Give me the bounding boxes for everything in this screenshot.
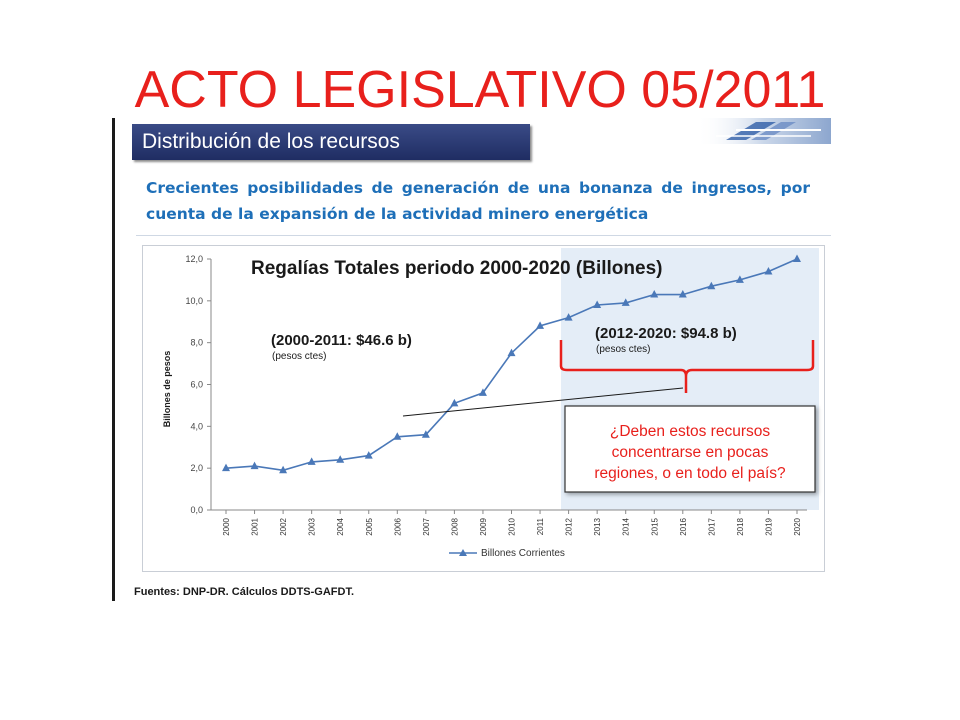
- period1-sub: (pesos ctes): [272, 351, 326, 362]
- y-tick-label: 0,0: [190, 505, 203, 515]
- data-point-2009: [478, 388, 487, 396]
- section-bar-label: Distribución de los recursos: [142, 130, 400, 153]
- legend: Billones Corrientes: [449, 548, 565, 559]
- logo-graphic-icon: [696, 118, 831, 144]
- data-point-2004: [336, 455, 345, 463]
- data-point-2016: [678, 290, 687, 298]
- data-point-2005: [364, 451, 373, 459]
- left-rule: [112, 118, 115, 601]
- data-point-2018: [735, 275, 744, 283]
- x-tick-label: 2014: [622, 517, 631, 535]
- series-marks: [222, 254, 801, 474]
- data-point-2015: [650, 290, 659, 298]
- data-point-2019: [764, 267, 773, 275]
- x-tick-label: 2009: [479, 517, 488, 535]
- y-tick-label: 6,0: [190, 380, 203, 390]
- x-tick-label: 2002: [279, 517, 288, 535]
- y-tick-label: 2,0: [190, 463, 203, 473]
- x-tick-label: 2015: [650, 517, 659, 535]
- x-tick-label: 2010: [508, 517, 517, 535]
- x-tick-label: 2008: [450, 517, 459, 535]
- x-tick-label: 2000: [222, 517, 231, 535]
- legend-label: Billones Corrientes: [481, 548, 565, 559]
- legend-marker-icon: [459, 549, 467, 556]
- period2-label: (2012-2020: $94.8 b): [595, 325, 737, 342]
- x-tick-label: 2007: [422, 517, 431, 535]
- y-axis-label: Billones de pesos: [162, 351, 172, 428]
- regalias-line-chart: 0,0 2,0 4,0 6,0 8,0 10,0 12,0 2000 2001 2002 2003 2…: [162, 248, 819, 559]
- question-line-1: ¿Deben estos recursos: [610, 423, 770, 440]
- source-note: Fuentes: DNP-DR. Cálculos DDTS-GAFDT.: [134, 586, 355, 598]
- x-tick-label: 2020: [793, 517, 802, 535]
- divider: [136, 235, 831, 236]
- chart-axes: 0,0 2,0 4,0 6,0 8,0 10,0 12,0 2000 2001 2002 2003 2…: [185, 254, 807, 536]
- x-tick-label: 2004: [336, 517, 345, 535]
- x-tick-label: 2016: [679, 517, 688, 535]
- x-tick-label: 2017: [707, 517, 716, 535]
- x-tick-label: 2005: [365, 517, 374, 535]
- data-point-2007: [421, 430, 430, 438]
- x-tick-label: 2012: [565, 517, 574, 535]
- data-point-2003: [307, 457, 316, 465]
- data-point-2014: [621, 298, 630, 306]
- data-point-2008: [450, 398, 459, 407]
- section-bar: Distribución de los recursos: [132, 124, 530, 160]
- data-point-2020: [793, 254, 801, 262]
- y-tick-label: 12,0: [185, 254, 203, 264]
- data-point-2006: [393, 432, 402, 440]
- y-tick-label: 10,0: [185, 296, 203, 306]
- data-point-2010: [507, 348, 516, 357]
- data-point-2001: [250, 461, 259, 470]
- slide-content: Distribución de los recursos Crecientes …: [112, 118, 847, 603]
- data-point-2000: [222, 463, 230, 472]
- bracket-brace: [559, 340, 815, 393]
- question-line-2: concentrarse en pocas: [612, 444, 769, 461]
- period1-label: (2000-2011: $46.6 b): [271, 332, 412, 349]
- period2-sub: (pesos ctes): [596, 344, 650, 355]
- callout-pointer: [402, 387, 684, 417]
- slide-title: ACTO LEGISLATIVO 05/2011: [134, 61, 826, 119]
- chart-frame: 0,0 2,0 4,0 6,0 8,0 10,0 12,0 2000 2001 2002 2003 2…: [142, 245, 825, 572]
- x-tick-label: 2019: [764, 517, 773, 535]
- data-point-2013: [593, 300, 602, 309]
- y-tick-label: 8,0: [190, 338, 203, 348]
- x-tick-label: 2013: [593, 517, 602, 535]
- data-point-2012: [564, 313, 573, 321]
- data-point-2011: [536, 321, 545, 329]
- x-tick-label: 2003: [308, 517, 317, 535]
- data-point-2002: [279, 465, 288, 474]
- x-tick-label: 2006: [393, 517, 402, 535]
- question-line-3: regiones, o en todo el país?: [594, 465, 786, 482]
- x-tick-label: 2011: [536, 517, 545, 535]
- question-callout-box: [564, 405, 816, 493]
- chart-title: Regalías Totales periodo 2000-2020 (Bill…: [251, 258, 662, 279]
- x-tick-label: 2001: [251, 517, 260, 535]
- y-tick-label: 4,0: [190, 421, 203, 431]
- x-tick-label: 2018: [736, 517, 745, 535]
- subtitle-text: Crecientes posibilidades de generación d…: [146, 179, 810, 223]
- data-point-2017: [707, 281, 716, 290]
